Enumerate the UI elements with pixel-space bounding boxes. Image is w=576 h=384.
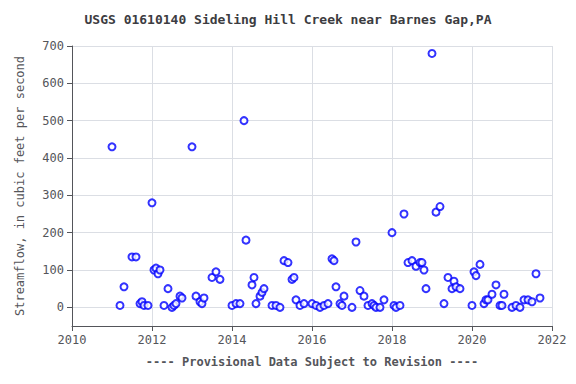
svg-text:400: 400 (42, 151, 64, 165)
svg-text:2012: 2012 (138, 333, 167, 347)
svg-text:2022: 2022 (538, 333, 567, 347)
svg-text:600: 600 (42, 76, 64, 90)
svg-text:2010: 2010 (58, 333, 87, 347)
svg-text:2016: 2016 (298, 333, 327, 347)
svg-text:---- Provisional Data Subject: ---- Provisional Data Subject to Revisio… (146, 355, 478, 369)
svg-text:500: 500 (42, 114, 64, 128)
svg-text:300: 300 (42, 188, 64, 202)
svg-text:700: 700 (42, 39, 64, 53)
svg-text:0: 0 (57, 300, 64, 314)
svg-text:2018: 2018 (378, 333, 407, 347)
svg-text:USGS 01610140 Sideling Hill Cr: USGS 01610140 Sideling Hill Creek near B… (85, 12, 492, 27)
svg-text:Streamflow, in cubic feet per: Streamflow, in cubic feet per second (13, 56, 27, 316)
svg-text:2014: 2014 (218, 333, 247, 347)
svg-text:2020: 2020 (458, 333, 487, 347)
svg-text:100: 100 (42, 263, 64, 277)
svg-text:200: 200 (42, 226, 64, 240)
